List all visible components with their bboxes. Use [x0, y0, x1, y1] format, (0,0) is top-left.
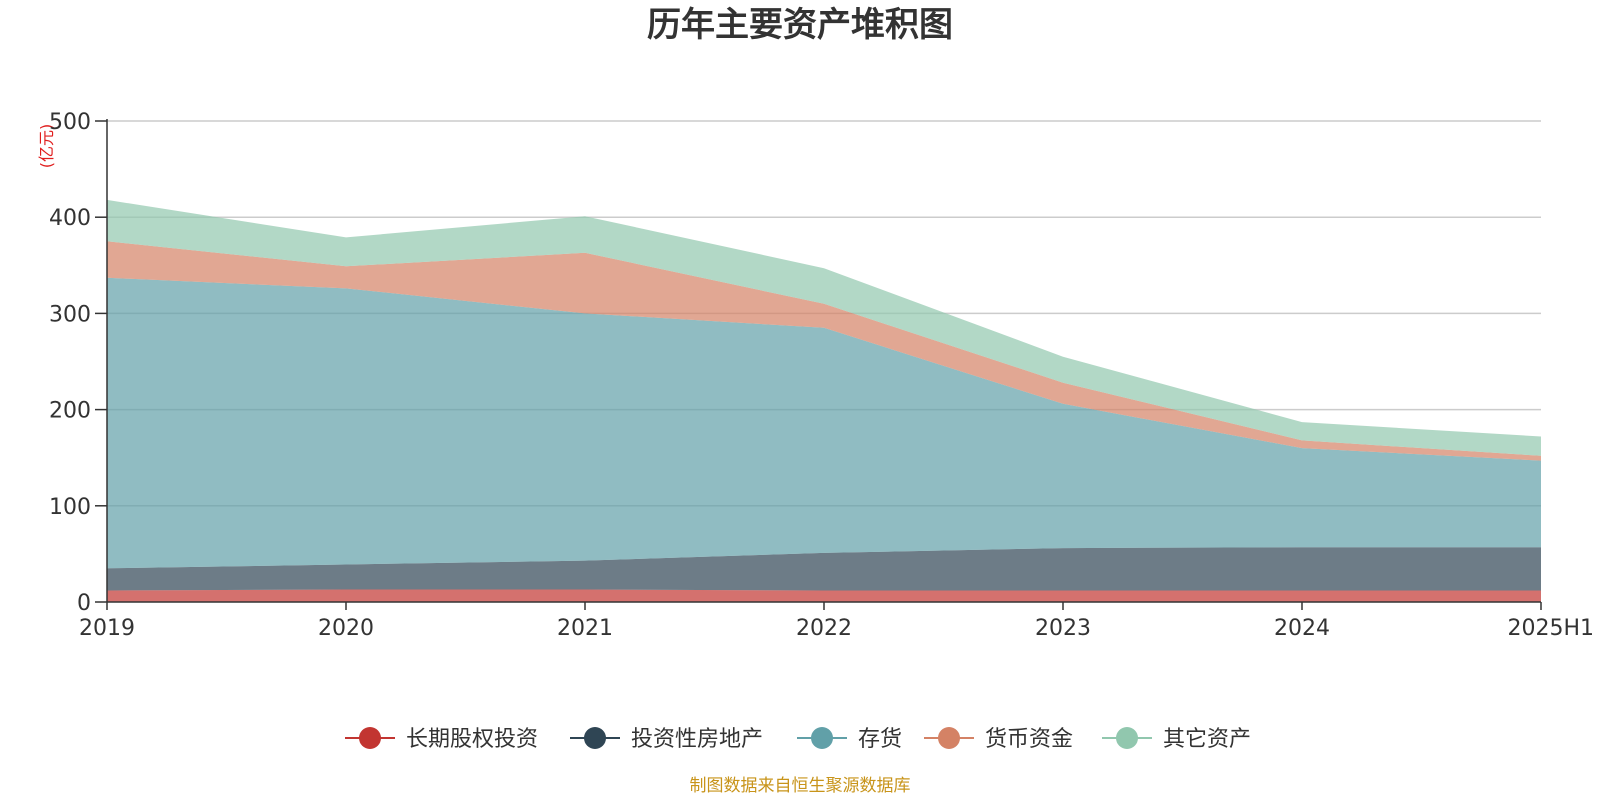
chart-title: 历年主要资产堆积图 — [647, 5, 953, 45]
x-tick-label: 2024 — [1274, 616, 1330, 641]
legend-item-1[interactable]: 投资性房地产 — [570, 727, 763, 752]
legend-marker — [359, 727, 381, 749]
y-axis-ticks: 0 100 200 300 400 500 — [49, 110, 107, 616]
x-axis-ticks: 2019 2020 2021 2022 2023 2024 2025H1 — [79, 602, 1594, 641]
y-tick-label: 500 — [49, 110, 91, 135]
series-area-1 — [107, 547, 1541, 591]
series-area-3 — [107, 241, 1541, 461]
legend-label: 其它资产 — [1163, 727, 1251, 752]
y-tick-label: 400 — [49, 206, 91, 231]
x-tick-label: 2022 — [796, 616, 852, 641]
series-areas — [107, 199, 1541, 602]
legend-marker — [1116, 727, 1138, 749]
legend: 长期股权投资 投资性房地产 存货 货币资金 其它资产 — [345, 727, 1251, 752]
legend-marker — [811, 727, 833, 749]
y-tick-label: 200 — [49, 399, 91, 424]
legend-label: 货币资金 — [985, 727, 1073, 752]
legend-marker — [584, 727, 606, 749]
x-tick-label: 2020 — [318, 616, 374, 641]
legend-item-3[interactable]: 货币资金 — [924, 727, 1073, 752]
x-tick-label: 2019 — [79, 616, 135, 641]
series-area-0 — [107, 589, 1541, 602]
x-tick-label: 2023 — [1035, 616, 1091, 641]
y-axis-unit-label: (亿元) — [37, 124, 56, 169]
legend-label: 长期股权投资 — [406, 727, 538, 752]
y-tick-label: 300 — [49, 302, 91, 327]
y-tick-label: 100 — [49, 495, 91, 520]
legend-item-2[interactable]: 存货 — [797, 727, 902, 752]
legend-item-4[interactable]: 其它资产 — [1102, 727, 1251, 752]
legend-label: 存货 — [858, 727, 902, 752]
x-tick-label: 2021 — [557, 616, 613, 641]
series-area-4 — [107, 199, 1541, 456]
legend-marker — [938, 727, 960, 749]
legend-item-0[interactable]: 长期股权投资 — [345, 727, 538, 752]
series-area-2 — [107, 277, 1541, 569]
x-tick-label: 2025H1 — [1507, 616, 1594, 641]
legend-label: 投资性房地产 — [631, 727, 763, 752]
data-source-footer: 制图数据来自恒生聚源数据库 — [690, 776, 911, 796]
y-tick-label: 0 — [77, 591, 91, 616]
